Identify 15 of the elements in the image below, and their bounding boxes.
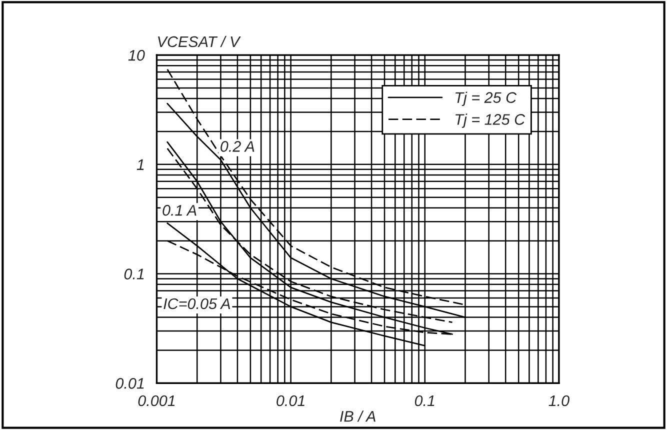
- y-tick-label: 0.1: [124, 268, 144, 280]
- x-tick-label: 0.01: [276, 395, 304, 406]
- annotation: 0.2 A: [220, 141, 254, 152]
- annotation: 0.1 A: [162, 204, 196, 216]
- y-tick-label: 1: [136, 159, 144, 170]
- y-axis-title: VCESAT / V: [158, 36, 241, 48]
- legend-label: Tj = 25 C: [456, 92, 517, 106]
- x-axis-title: IB / A: [340, 410, 376, 422]
- y-tick-label: 0.01: [116, 378, 144, 389]
- x-tick-label: 0.001: [138, 395, 175, 406]
- legend-label: Tj = 125 C: [456, 114, 526, 128]
- y-tick-label: 10: [128, 50, 145, 61]
- x-tick-label: 0.1: [414, 395, 434, 406]
- x-tick-label: 1.0: [548, 395, 570, 406]
- annotation: IC=0.05 A: [164, 298, 230, 310]
